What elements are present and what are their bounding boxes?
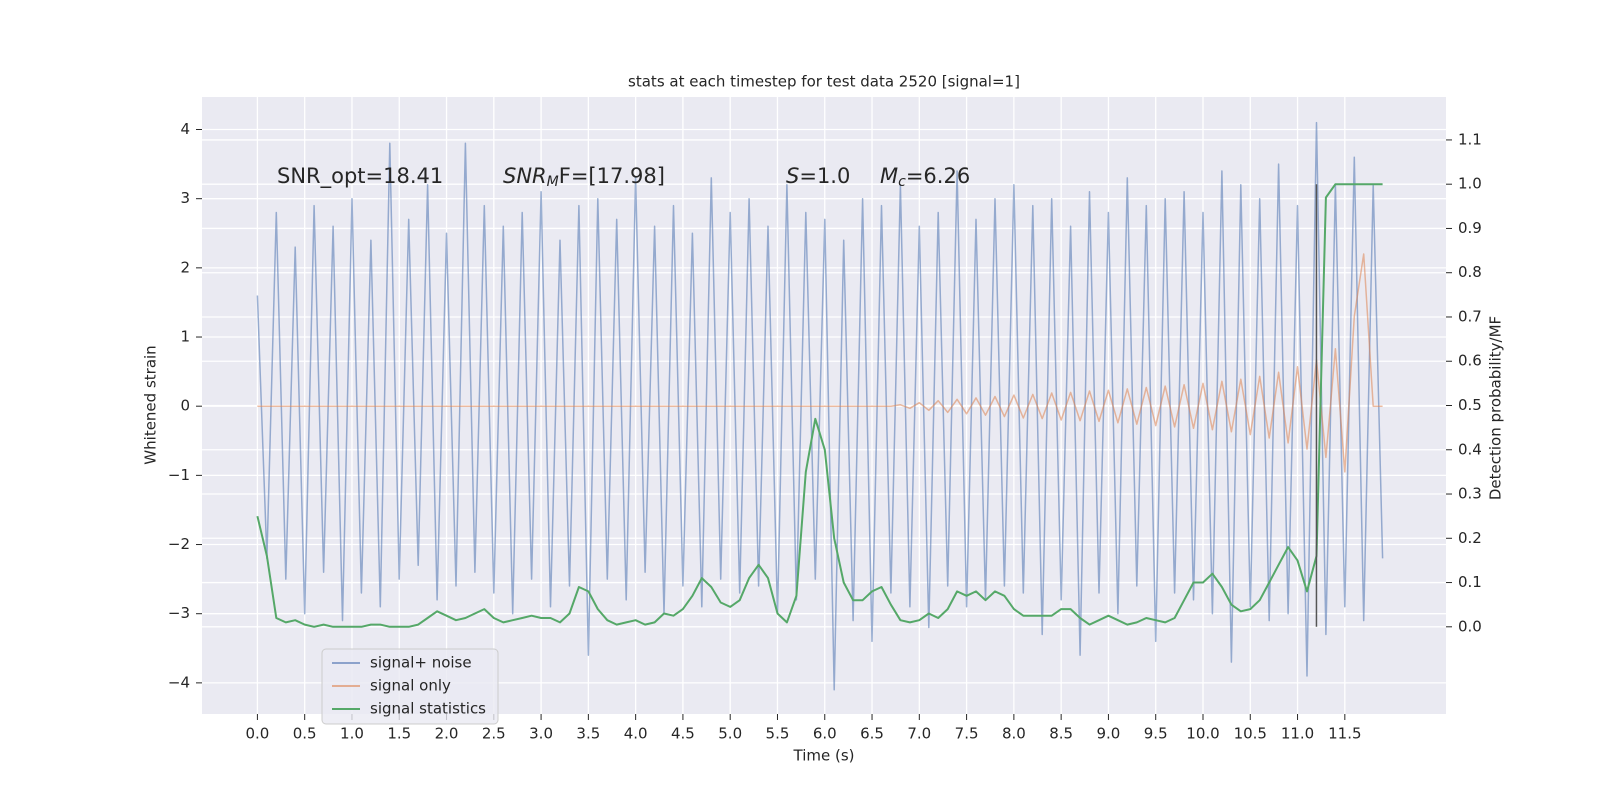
x-tick-label: 5.5 <box>766 725 790 743</box>
y-tick-label: 1 <box>180 328 190 346</box>
x-tick-label: 4.5 <box>671 725 695 743</box>
legend-label: signal+ noise <box>370 654 472 672</box>
y2-tick-label: 0.4 <box>1458 440 1482 458</box>
x-axis-label: Time (s) <box>793 747 855 765</box>
annotation: S=1.0 <box>786 164 850 188</box>
y-tick-label: 0 <box>180 397 190 415</box>
x-tick-label: 7.5 <box>955 725 979 743</box>
y2-tick-label: 0.3 <box>1458 485 1482 503</box>
y2-tick-label: 0.2 <box>1458 529 1482 547</box>
y2-tick-label: 0.8 <box>1458 263 1482 281</box>
y2-tick-label: 0.9 <box>1458 219 1482 237</box>
annotation-subscript: M <box>547 174 559 190</box>
annotation-part: SNR <box>503 164 547 188</box>
annotation-part: M <box>880 164 898 188</box>
y2-tick-label: 0.1 <box>1458 573 1482 591</box>
legend-label: signal only <box>370 677 451 695</box>
y-tick-label: 4 <box>180 120 190 138</box>
series-line <box>256 121 1384 691</box>
y-tick-label: −2 <box>168 535 190 553</box>
legend-box <box>321 648 499 725</box>
annotation-part: =6.26 <box>906 164 970 188</box>
x-tick-label: 6.0 <box>813 725 837 743</box>
y2-tick-label: 1.0 <box>1458 175 1482 193</box>
x-tick-label: 11.5 <box>1328 725 1361 743</box>
y2-tick-label: 0.5 <box>1458 396 1482 414</box>
x-tick-label: 11.0 <box>1281 725 1314 743</box>
y2-tick-label: 0.7 <box>1458 307 1482 325</box>
x-tick-label: 8.5 <box>1049 725 1073 743</box>
chart-title: stats at each timestep for test data 252… <box>628 73 1020 91</box>
x-tick-label: 0.5 <box>293 725 317 743</box>
x-tick-label: 8.0 <box>1002 725 1026 743</box>
x-tick-label: 10.0 <box>1186 725 1219 743</box>
y2-axis-label: Detection probability/MF <box>1487 316 1505 500</box>
annotation: SNR_opt=18.41 <box>277 164 443 189</box>
y2-tick-label: 0.0 <box>1458 617 1482 635</box>
y-tick-label: 3 <box>180 189 190 207</box>
x-tick-label: 9.0 <box>1096 725 1120 743</box>
annotation: SNRMF=[17.98] <box>503 164 665 190</box>
legend-label: signal statistics <box>370 700 486 718</box>
annotation-subscript: c <box>898 174 906 190</box>
y-axis-label: Whitened strain <box>142 345 160 464</box>
x-tick-label: 4.0 <box>624 725 648 743</box>
y2-tick-label: 1.1 <box>1458 130 1482 148</box>
series-line <box>256 183 1383 628</box>
annotation-part: S <box>786 164 799 188</box>
x-tick-label: 6.5 <box>860 725 884 743</box>
x-tick-label: 3.5 <box>576 725 600 743</box>
x-tick-label: 5.0 <box>718 725 742 743</box>
x-tick-label: 9.5 <box>1144 725 1168 743</box>
annotation-part: =1.0 <box>799 164 850 188</box>
y2-tick-label: 0.6 <box>1458 352 1482 370</box>
x-tick-label: 3.0 <box>529 725 553 743</box>
x-tick-label: 0.0 <box>245 725 269 743</box>
x-tick-label: 2.0 <box>435 725 459 743</box>
x-tick-label: 7.0 <box>907 725 931 743</box>
x-tick-label: 2.5 <box>482 725 506 743</box>
x-tick-label: 1.5 <box>387 725 411 743</box>
annotation-part: F=[17.98] <box>559 164 665 188</box>
x-tick-label: 10.5 <box>1234 725 1267 743</box>
y-tick-label: −4 <box>168 673 190 691</box>
y-tick-label: −3 <box>168 604 190 622</box>
y-tick-label: 2 <box>180 258 190 276</box>
x-tick-label: 1.0 <box>340 725 364 743</box>
series-line <box>257 253 1383 473</box>
y-tick-label: −1 <box>168 466 190 484</box>
annotation: Mc=6.26 <box>880 164 970 190</box>
